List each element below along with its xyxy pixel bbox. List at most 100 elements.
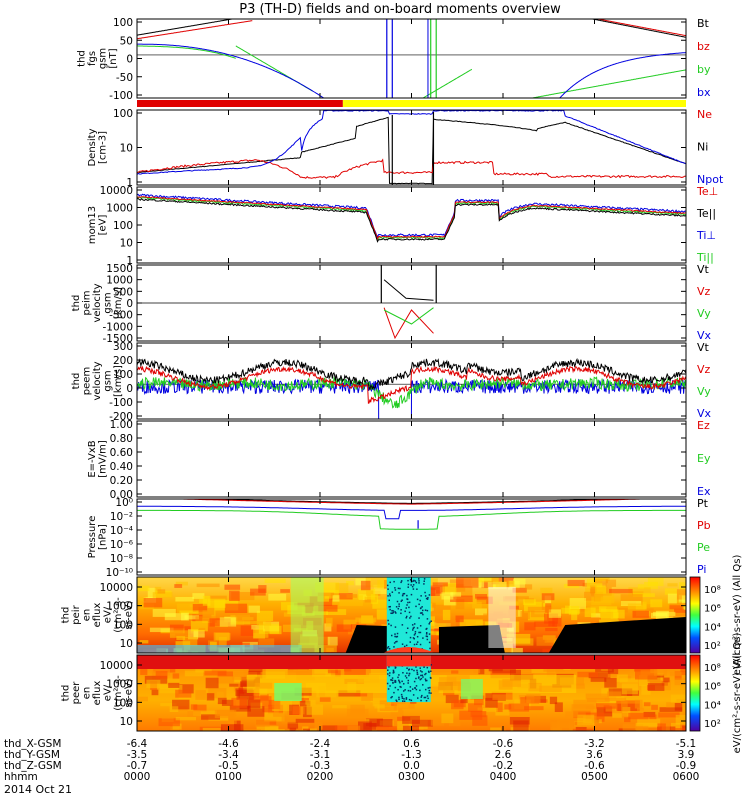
spectrogram-cell [394,587,396,589]
spectrogram-cell [425,633,428,635]
spectrogram-cell [594,579,608,584]
panel-frame [136,18,687,99]
spectrogram-cell [299,700,311,707]
spectrogram-cell [231,672,255,680]
mode-segment [137,100,343,107]
colorbar [689,576,701,654]
panel-density: 100 10 1 Density [cm-3] Ne Ni Npot [87,108,724,189]
spectrogram-cell [415,677,417,680]
xaxis-tick-z: 0.0 [403,760,420,772]
spectrogram-cell [388,666,390,668]
legend-Ex: Ex [697,485,711,498]
spectrogram-cell [273,713,286,717]
spectrogram-cell [584,607,596,618]
series-Vz [137,365,686,404]
spectrogram-cell [473,698,484,706]
spectrogram-cell [434,620,456,627]
spectrogram-cell [394,680,397,682]
spectrogram-cell [596,707,613,717]
spectrogram-cell [358,730,375,731]
spectrogram-cell [139,640,149,644]
spectrogram-cell [468,703,483,712]
spectrogram-cell [327,636,338,646]
spectrogram-cell [409,578,412,581]
y-tick-label: 100 [113,369,133,381]
spectrogram-cell [224,603,248,614]
spectrogram-cell [396,700,398,703]
spectrogram-cell [252,688,260,698]
spectrogram-cell [419,667,422,669]
y-axis-label: [km/s] [113,365,124,397]
spectrogram-cell [418,676,420,678]
xaxis-tick-t: 0600 [673,771,700,783]
spectrogram-cell [388,606,390,608]
xaxis-tick-t: 0100 [215,771,242,783]
panel-plot-area [137,357,686,419]
spectrogram-cell [455,615,464,623]
spectrogram-cell [164,613,188,621]
spectrogram-cell [390,612,392,614]
spectrogram-cell [513,720,529,731]
spectrogram-cell [401,697,404,699]
spectrogram-cell [276,729,285,731]
spectrogram-cell [572,728,594,731]
spectrogram-cell [415,605,417,608]
spectrogram-cell [413,626,415,629]
spectrogram-cell [516,610,523,617]
spectrogram-cell [376,726,397,731]
spectrogram-cell [400,693,403,696]
spectrogram-cell [409,686,412,688]
spectrogram-cell [405,697,408,699]
spectrogram-cell [330,670,341,677]
spectrogram-cell [628,587,651,598]
spectrogram-cell [387,669,389,671]
spectrogram-cell [289,727,297,731]
spectrogram-cell [594,593,615,604]
spectrogram-cell [396,640,398,643]
y-tick-label: 10 [120,716,133,728]
spectrogram-cell [258,638,275,648]
spectrogram-cell [404,675,407,677]
y-axis-label: gsm [103,292,114,313]
spectrogram-cell [455,586,473,597]
spectrogram-cell [181,612,189,621]
spectrogram-cell [347,630,358,635]
spectrogram-cell [394,686,397,689]
spectrogram-cell [610,609,625,619]
spectrogram-cell [187,711,201,722]
legend-Npot: Npot [697,173,724,186]
spectrogram-cell [281,716,300,724]
spectrogram-cell [412,580,414,582]
spectrogram-cell [607,668,619,675]
series-Te⊥ [137,196,686,241]
spectrogram-cell [389,605,392,608]
spectrogram-cell [429,621,431,624]
spectrogram-cell [423,578,426,580]
spectrogram-cell [571,610,578,621]
spectrogram-cell [196,610,214,616]
spectrogram-cell [398,698,400,701]
legend-bx: bx [697,86,711,99]
spectrogram-cell [408,698,411,701]
spectrogram-cell [550,727,572,731]
legend-bz: bz [697,40,710,53]
spectrogram-cell [399,681,401,684]
y-tick-label: 0.00 [110,489,133,501]
spectrogram-cell [424,609,427,611]
spectrogram-cell [416,641,419,643]
spectrogram-cell [416,673,419,676]
xaxis-tick-y: -3.5 [127,749,148,761]
spectrogram-cell [152,608,176,617]
panel-fgs: 100 50 0 -50 -100 thd fgs gsm [nT] Bt bz by bx [76,17,711,102]
xaxis-tick-z: -0.2 [493,760,514,772]
y-tick-label: 1500 [106,263,133,275]
spectrogram-cell [616,674,628,682]
xaxis-tick-x: -0.6 [493,738,514,750]
xaxis-tick-x: -5.1 [676,738,697,750]
spectrogram-cell [423,583,425,585]
spectrogram-cell [406,672,408,674]
spectrogram-cell [346,708,369,717]
spectrogram-cell [604,697,627,701]
spectrogram-cell [676,589,686,600]
